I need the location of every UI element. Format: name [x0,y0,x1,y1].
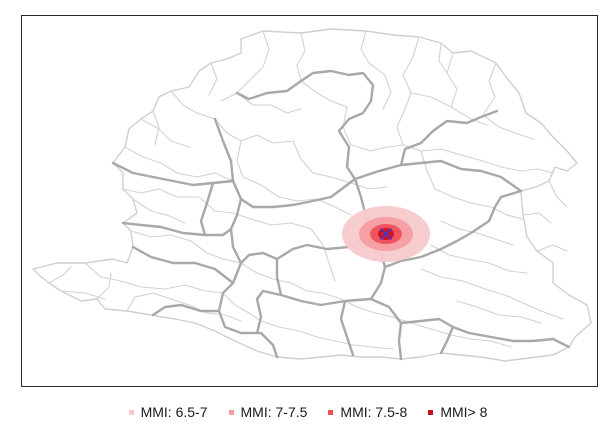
region-outline [32,28,592,362]
x-mark-icon [380,228,392,240]
legend-swatch [328,409,334,415]
minor-boundaries [48,30,568,350]
legend-swatch [128,409,134,415]
legend-item-mmi-6-5-7: MMI: 6.5-7 [128,404,208,420]
legend-label: MMI: 7.5-8 [340,404,408,420]
map-frame[interactable] [21,15,598,387]
legend-item-mmi-7-7-5: MMI: 7-7.5 [228,404,308,420]
legend-swatch [228,409,234,415]
legend-item-mmi-gt-8: MMI> 8 [428,404,487,420]
legend-label: MMI> 8 [440,404,488,420]
legend-label: MMI: 6.5-7 [140,404,208,420]
region-map[interactable] [22,16,598,387]
legend-item-mmi-7-5-8: MMI: 7.5-8 [328,404,407,420]
major-boundaries [111,69,571,361]
map-legend: MMI: 6.5-7 MMI: 7-7.5 MMI: 7.5-8 MMI> 8 [0,401,616,423]
legend-label: MMI: 7-7.5 [240,404,308,420]
legend-swatch [428,409,434,415]
